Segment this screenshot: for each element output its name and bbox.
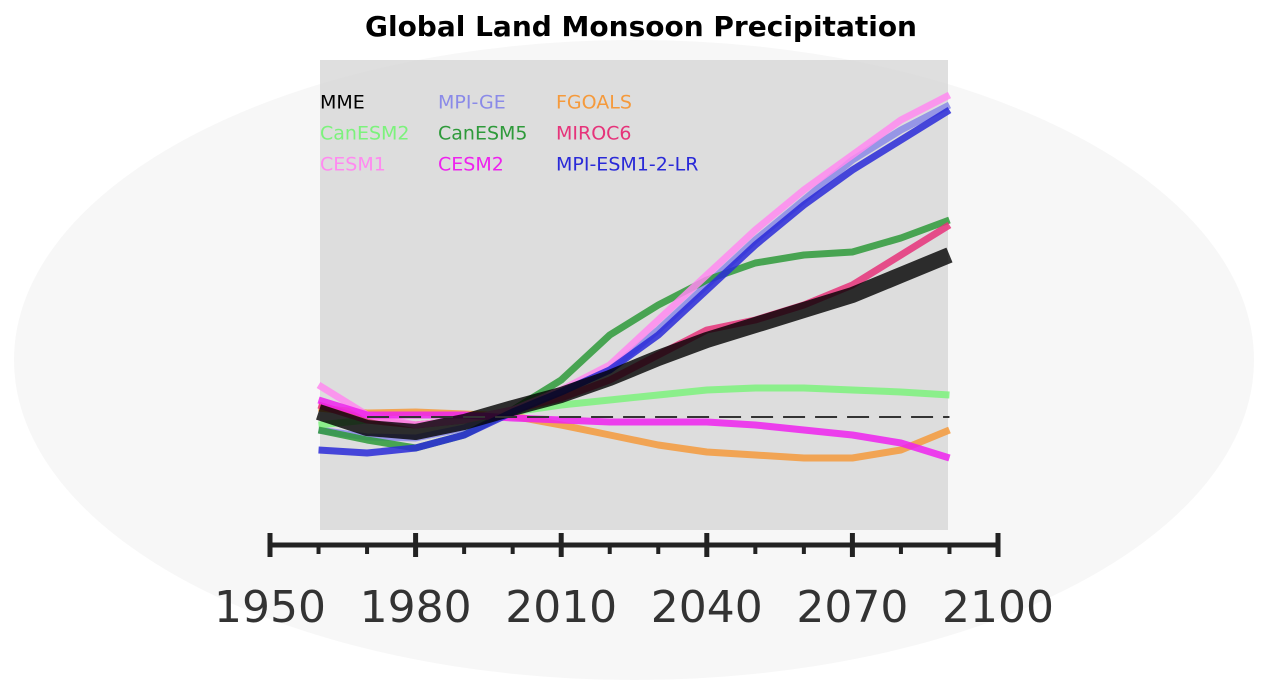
legend-label: MPI-GE <box>438 92 506 114</box>
legend-label: MIROC6 <box>556 123 632 145</box>
legend-label: MPI-ESM1-2-LR <box>556 154 698 176</box>
x-tick-label: 1950 <box>214 582 326 633</box>
legend-label: CanESM5 <box>438 123 528 145</box>
x-tick-label: 2100 <box>942 582 1054 633</box>
series-line <box>316 247 953 440</box>
x-tick-label: 2070 <box>796 582 908 633</box>
series-line <box>318 107 952 457</box>
legend-label: MME <box>320 92 365 114</box>
chart-title: Global Land Monsoon Precipitation <box>365 10 917 43</box>
series-line <box>317 396 951 462</box>
x-tick-label: 2040 <box>651 582 763 633</box>
x-tick-label: 1980 <box>360 582 472 633</box>
legend-label: CESM2 <box>438 154 504 176</box>
legend-label: CESM1 <box>320 154 386 176</box>
legend-label: CanESM2 <box>320 123 410 145</box>
legend-label: FGOALS <box>556 92 632 114</box>
x-tick-label: 2010 <box>505 582 617 633</box>
